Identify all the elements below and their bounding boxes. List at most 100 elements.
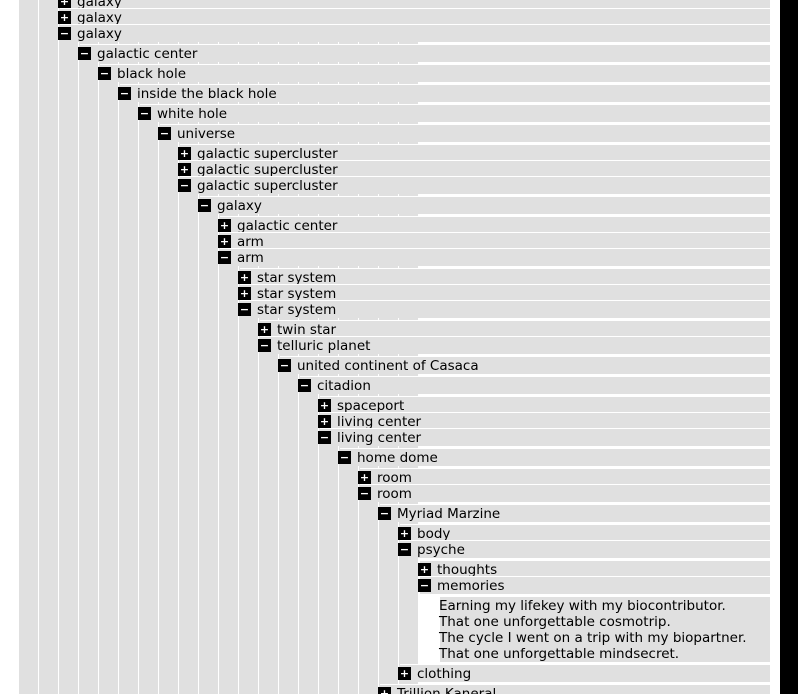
- expand-toggle-icon[interactable]: +: [58, 0, 71, 8]
- indent-guide: [38, 0, 58, 694]
- collapse-toggle-icon[interactable]: −: [398, 543, 411, 556]
- collapse-toggle-icon[interactable]: −: [178, 179, 191, 192]
- tree-node-label[interactable]: galactic supercluster: [197, 178, 338, 194]
- collapse-toggle-icon[interactable]: −: [258, 339, 271, 352]
- tree-row-bg: [440, 596, 770, 662]
- tree-node-label[interactable]: star system: [257, 286, 337, 302]
- expand-toggle-icon[interactable]: +: [238, 271, 251, 284]
- tree-row-bg: [120, 84, 770, 102]
- collapse-toggle-icon[interactable]: −: [118, 87, 131, 100]
- tree-node-label[interactable]: memories: [437, 578, 505, 594]
- tree-node-label[interactable]: universe: [177, 126, 236, 142]
- tree-row-bg: [180, 144, 770, 162]
- tree-row-bg: [360, 484, 770, 502]
- indent-guide: [58, 0, 78, 694]
- expand-toggle-icon[interactable]: +: [218, 219, 231, 232]
- tree-node-label[interactable]: telluric planet: [277, 338, 371, 354]
- tree-node-label[interactable]: arm: [237, 234, 264, 250]
- tree-row-bg: [260, 320, 770, 338]
- expand-toggle-icon[interactable]: +: [318, 399, 331, 412]
- window-edge: [780, 0, 798, 694]
- tree-row-bg: [380, 504, 770, 522]
- expand-toggle-icon[interactable]: +: [258, 323, 271, 336]
- collapse-toggle-icon[interactable]: −: [218, 251, 231, 264]
- collapse-toggle-icon[interactable]: −: [318, 431, 331, 444]
- tree-row-bg: [240, 268, 770, 286]
- tree-node-label[interactable]: spaceport: [337, 398, 405, 414]
- tree-node-label[interactable]: galactic supercluster: [197, 146, 338, 162]
- tree-node-label[interactable]: room: [377, 470, 412, 486]
- tree-node-label[interactable]: black hole: [117, 66, 186, 82]
- tree-node-label[interactable]: galactic center: [97, 46, 198, 62]
- tree-row-bg: [60, 24, 770, 42]
- tree-row-bg: [400, 540, 770, 558]
- collapse-toggle-icon[interactable]: −: [158, 127, 171, 140]
- tree-row-bg: [420, 560, 770, 578]
- collapse-toggle-icon[interactable]: −: [298, 379, 311, 392]
- expand-toggle-icon[interactable]: +: [178, 163, 191, 176]
- tree-node-label[interactable]: living center: [337, 430, 422, 446]
- tree-node-label[interactable]: room: [377, 486, 412, 502]
- tree-node-label[interactable]: twin star: [277, 322, 337, 338]
- expand-toggle-icon[interactable]: +: [218, 235, 231, 248]
- collapse-toggle-icon[interactable]: −: [98, 67, 111, 80]
- tree-node-label[interactable]: star system: [257, 302, 337, 318]
- tree-node-label[interactable]: galaxy: [77, 0, 122, 10]
- expand-toggle-icon[interactable]: +: [318, 415, 331, 428]
- tree-row-bg: [320, 396, 770, 414]
- tree-row-bg: [220, 248, 770, 266]
- collapse-toggle-icon[interactable]: −: [138, 107, 151, 120]
- tree-row-bg: [400, 524, 770, 542]
- collapse-toggle-icon[interactable]: −: [238, 303, 251, 316]
- collapse-toggle-icon[interactable]: −: [358, 487, 371, 500]
- expand-toggle-icon[interactable]: +: [378, 687, 391, 694]
- collapse-toggle-icon[interactable]: −: [278, 359, 291, 372]
- tree-node-label[interactable]: psyche: [417, 542, 465, 558]
- indent-guide: [78, 0, 98, 694]
- tree-node-label[interactable]: star system: [257, 270, 337, 286]
- tree-row-bg: [280, 356, 770, 374]
- collapse-toggle-icon[interactable]: −: [418, 579, 431, 592]
- tree-node-label[interactable]: galaxy: [77, 10, 122, 26]
- tree-node-label[interactable]: united continent of Casaca: [297, 358, 479, 374]
- tree-node-label[interactable]: white hole: [157, 106, 228, 122]
- expand-toggle-icon[interactable]: +: [418, 563, 431, 576]
- expand-toggle-icon[interactable]: +: [398, 667, 411, 680]
- indent-guide: [118, 0, 138, 694]
- collapse-toggle-icon[interactable]: −: [78, 47, 91, 60]
- expand-toggle-icon[interactable]: +: [358, 471, 371, 484]
- tree-node-label[interactable]: galaxy: [77, 26, 122, 42]
- tree-node-label[interactable]: thoughts: [437, 562, 498, 578]
- tree-row-bg: [320, 428, 770, 446]
- tree-node-label[interactable]: arm: [237, 250, 264, 266]
- collapse-toggle-icon[interactable]: −: [58, 27, 71, 40]
- tree-node-label[interactable]: body: [417, 526, 451, 542]
- expand-toggle-icon[interactable]: +: [178, 147, 191, 160]
- tree-node-label[interactable]: galactic supercluster: [197, 162, 338, 178]
- collapse-toggle-icon[interactable]: −: [378, 507, 391, 520]
- tree-node-label[interactable]: living center: [337, 414, 422, 430]
- tree-row-bg: [140, 104, 770, 122]
- collapse-toggle-icon[interactable]: −: [338, 451, 351, 464]
- indent-guide: [98, 0, 118, 694]
- collapse-toggle-icon[interactable]: −: [198, 199, 211, 212]
- tree-row-bg: [160, 124, 770, 142]
- tree-node-label[interactable]: Myriad Marzine: [397, 506, 501, 522]
- tree-row-bg: [360, 468, 770, 486]
- tree-node-label[interactable]: home dome: [357, 450, 438, 466]
- memory-text-line: That one unforgettable mindsecret.: [439, 646, 680, 662]
- expand-toggle-icon[interactable]: +: [238, 287, 251, 300]
- tree-node-label[interactable]: Trillion Kaneral: [397, 686, 497, 694]
- tree-node-label[interactable]: inside the black hole: [137, 86, 277, 102]
- tree-row-bg: [180, 160, 770, 178]
- memory-text-line: That one unforgettable cosmotrip.: [439, 614, 671, 630]
- tree-row-bg: [300, 376, 770, 394]
- tree-node-label[interactable]: citadion: [317, 378, 371, 394]
- expand-toggle-icon[interactable]: +: [58, 11, 71, 24]
- expand-toggle-icon[interactable]: +: [398, 527, 411, 540]
- tree-row-bg: [400, 664, 770, 682]
- tree-node-label[interactable]: galaxy: [217, 198, 262, 214]
- tree-node-label[interactable]: clothing: [417, 666, 472, 682]
- indent-guide: [158, 0, 178, 694]
- tree-node-label[interactable]: galactic center: [237, 218, 338, 234]
